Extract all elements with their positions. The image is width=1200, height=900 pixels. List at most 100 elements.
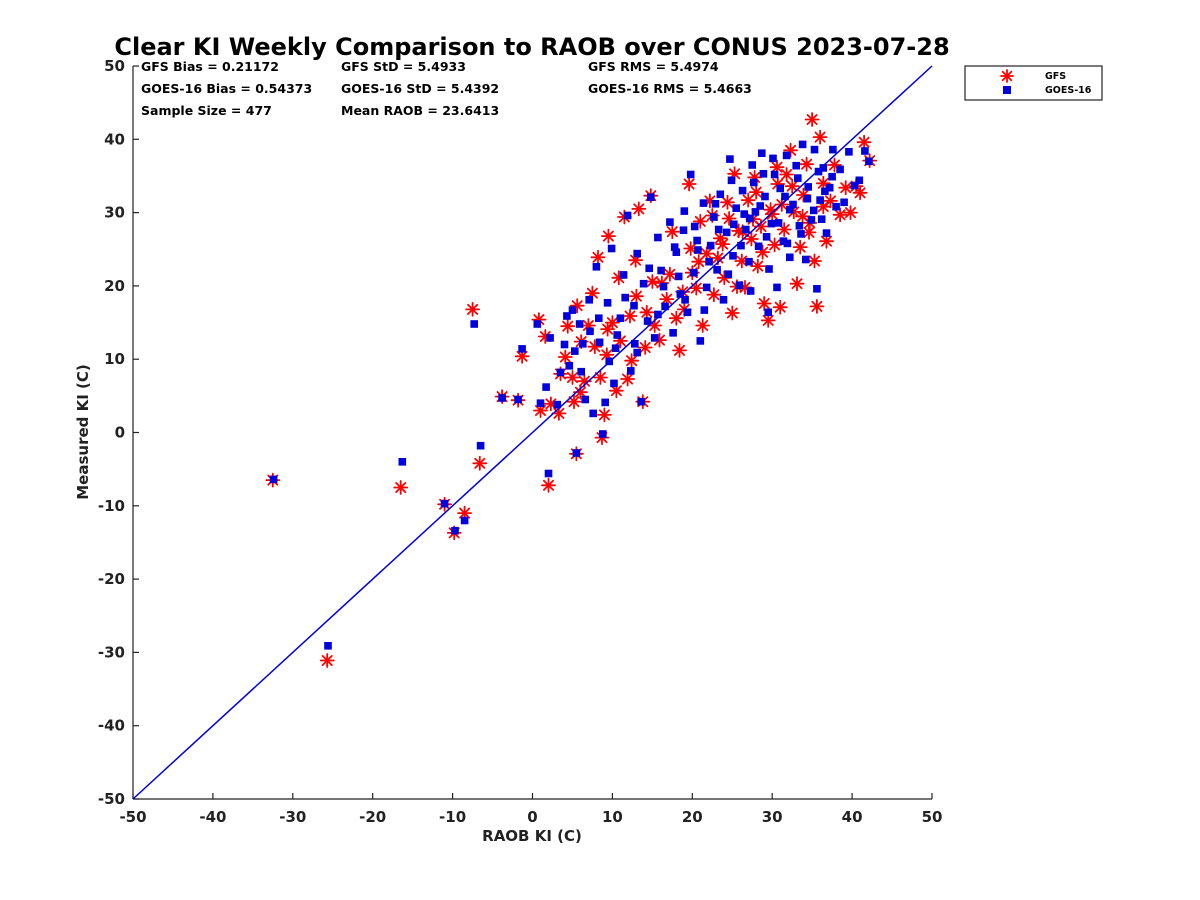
gfs-point: [772, 299, 788, 315]
gfs-point: [748, 184, 764, 200]
x-tick-label: -10: [439, 808, 466, 826]
gfs-point: [560, 318, 576, 334]
y-tick-label: 40: [104, 130, 125, 148]
goes16-point: [814, 167, 823, 176]
goes16-point: [713, 266, 721, 274]
goes16-point: [855, 176, 864, 185]
goes16-point: [647, 193, 655, 201]
goes16-point: [601, 398, 609, 407]
goes16-point: [754, 242, 763, 251]
goes16-point: [773, 283, 781, 292]
goes16-point: [599, 430, 607, 438]
gfs-point: [599, 347, 615, 363]
goes16-point: [845, 148, 853, 156]
goes16-point: [669, 329, 677, 337]
gfs-point: [566, 394, 582, 410]
goes16-point: [533, 320, 542, 328]
goes16-point: [690, 222, 699, 231]
goes16-point: [832, 202, 840, 211]
gfs-point: [724, 305, 740, 321]
gfs-point: [695, 318, 711, 333]
goes16-point: [706, 241, 715, 250]
goes16-point: [802, 255, 810, 264]
gfs-point: [795, 208, 810, 224]
gfs-point: [472, 455, 488, 471]
gfs-point: [706, 287, 722, 303]
goes16-point: [781, 192, 789, 201]
goes16-point: [750, 178, 758, 187]
goes16-point: [440, 499, 449, 508]
legend-label-gfs: GFS: [1045, 71, 1066, 82]
goes16-point: [742, 225, 750, 234]
x-tick-label: -30: [279, 808, 306, 826]
mean-raob-text: Mean RAOB = 23.6413: [341, 103, 499, 118]
goes16-point: [619, 271, 628, 279]
goes16-point: [748, 161, 756, 169]
legend-label-goes: GOES-16: [1045, 85, 1092, 96]
goes16-point: [825, 183, 834, 192]
goes16-point: [765, 265, 773, 273]
gfs-point: [852, 185, 868, 201]
gfs-point: [812, 129, 828, 145]
y-tick-label: 50: [104, 57, 125, 75]
gfs-point: [756, 296, 772, 311]
y-tick-label: 0: [115, 424, 125, 442]
goes16-point: [745, 257, 753, 266]
goes16-point: [674, 272, 683, 281]
goes16-point: [670, 243, 679, 251]
goes-rms-text: GOES-16 RMS = 5.4663: [588, 81, 752, 96]
goes16-point: [764, 308, 772, 317]
goes16-point: [738, 186, 747, 195]
goes16-point: [269, 475, 278, 484]
gfs-point: [715, 236, 731, 252]
goes16-point: [729, 252, 737, 260]
goes16-point: [637, 397, 645, 406]
goes16-point: [746, 287, 755, 295]
gfs-point: [807, 253, 822, 269]
goes16-point: [746, 214, 754, 223]
gfs-point: [750, 258, 766, 274]
goes16-point: [779, 237, 788, 245]
goes16-point: [546, 334, 554, 342]
goes16-point: [451, 526, 459, 535]
x-tick-label: -50: [119, 808, 146, 826]
goes16-point: [797, 230, 805, 238]
goes16-point: [836, 165, 844, 174]
goes16-point: [751, 208, 760, 216]
goes16-point: [556, 368, 565, 377]
goes16-point: [586, 327, 594, 336]
goes16-point: [611, 344, 620, 352]
gfs-point: [465, 301, 481, 317]
goes16-point: [819, 164, 828, 172]
y-tick-label: 10: [104, 350, 125, 368]
goes16-point: [694, 246, 702, 254]
gfs-point: [744, 231, 759, 247]
gfs-point: [779, 167, 794, 182]
gfs-point: [645, 274, 660, 289]
goes16-point: [710, 213, 718, 221]
goes16-point: [794, 174, 802, 182]
goes16-point: [861, 147, 869, 155]
goes16-point: [627, 367, 635, 375]
goes16-point: [769, 154, 777, 163]
goes16-point: [553, 400, 562, 409]
y-tick-label: -10: [98, 497, 125, 515]
goes16-point: [807, 216, 816, 224]
gfs-point: [691, 254, 707, 270]
goes16-point: [657, 266, 665, 275]
goes16-point: [616, 314, 625, 322]
goes16-point: [544, 469, 553, 478]
goes16-point: [661, 302, 669, 311]
gfs-point: [688, 280, 704, 296]
gfs-point: [533, 403, 548, 418]
gfs-point: [629, 288, 644, 304]
goes16-point: [803, 194, 812, 203]
legend-marker-goes: [1003, 86, 1011, 94]
goes16-point: [542, 383, 550, 391]
gfs-point: [601, 228, 616, 244]
goes16-point: [518, 345, 526, 353]
gfs-point: [720, 194, 735, 210]
y-tick-label: -40: [98, 717, 125, 735]
goes16-point: [829, 145, 837, 154]
gfs-point: [600, 321, 615, 337]
